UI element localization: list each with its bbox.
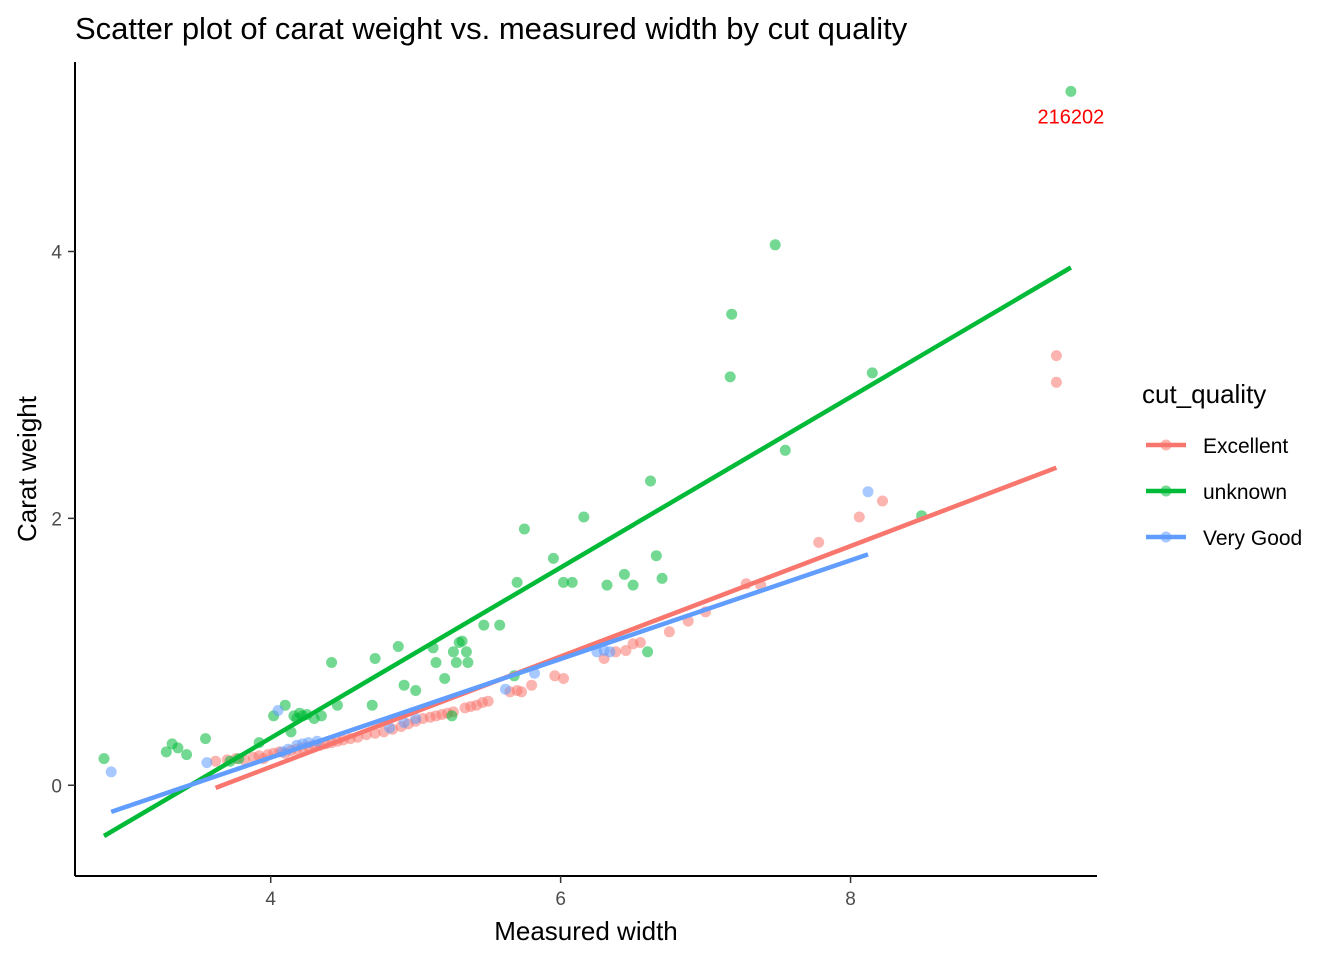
trend-line-unknown — [102, 265, 1073, 838]
data-point — [549, 670, 561, 682]
legend-title: cut_quality — [1142, 379, 1266, 409]
data-point — [1050, 350, 1062, 362]
legend-label: Excellent — [1203, 435, 1288, 458]
data-point — [663, 626, 675, 638]
x-tick-label: 8 — [845, 889, 856, 910]
point-annotation: 216202 — [1038, 107, 1105, 129]
x-axis-ticks: 4 6 8 — [265, 876, 856, 910]
legend-label: Very Good — [1203, 527, 1302, 550]
data-point — [450, 657, 462, 668]
data-point — [779, 444, 791, 456]
data-point — [511, 576, 523, 588]
data-point — [656, 572, 668, 584]
data-point — [601, 579, 613, 591]
data-point — [634, 637, 646, 648]
legend-label: unknown — [1203, 481, 1287, 504]
annotation-layer: 216202 — [1038, 107, 1105, 129]
data-point — [410, 685, 422, 696]
data-point — [813, 536, 825, 548]
data-point — [618, 568, 630, 580]
data-point — [518, 523, 530, 535]
data-point — [398, 679, 410, 691]
data-point — [482, 695, 494, 707]
y-tick-label: 4 — [51, 242, 62, 263]
data-point — [98, 753, 110, 765]
data-point — [369, 653, 381, 664]
trend-line-excellent — [214, 465, 1058, 791]
trend-line-very-good — [110, 552, 869, 815]
x-axis-title: Measured width — [494, 916, 678, 946]
series-very-good — [105, 486, 874, 778]
data-point — [446, 710, 458, 722]
legend-swatch-point — [1160, 439, 1172, 451]
legend-swatch-point — [1160, 485, 1172, 497]
data-point — [500, 683, 511, 695]
data-point — [478, 619, 490, 631]
data-point — [853, 511, 865, 523]
data-point — [547, 552, 559, 564]
y-tick-label: 0 — [51, 776, 62, 797]
data-point — [384, 722, 396, 734]
data-point — [866, 367, 878, 379]
data-point — [410, 713, 422, 724]
data-point — [439, 673, 451, 684]
data-point — [726, 308, 738, 320]
data-point — [392, 641, 404, 652]
data-point — [201, 757, 213, 769]
data-point — [558, 673, 569, 684]
data-point — [105, 766, 117, 778]
data-point — [494, 619, 506, 631]
y-axis-title: Carat weight — [12, 395, 42, 542]
data-point — [516, 686, 527, 698]
data-point — [558, 576, 569, 588]
data-point — [272, 705, 284, 716]
data-point — [650, 550, 662, 562]
data-point — [315, 710, 327, 722]
legend-item: Very Good — [1146, 527, 1302, 550]
data-point — [200, 733, 211, 745]
data-point — [526, 679, 538, 691]
data-point — [566, 576, 578, 588]
data-point — [645, 475, 656, 487]
data-point — [181, 749, 193, 761]
y-tick-label: 2 — [51, 509, 62, 530]
data-point — [210, 755, 222, 767]
data-point — [642, 646, 654, 658]
data-point — [627, 579, 639, 591]
data-point — [460, 646, 472, 658]
data-point — [1050, 376, 1062, 388]
data-point — [724, 371, 736, 383]
data-point — [604, 646, 616, 658]
data-point — [172, 742, 184, 754]
chart-title: Scatter plot of carat weight vs. measure… — [75, 11, 908, 46]
data-point — [456, 635, 468, 647]
x-tick-label: 6 — [555, 889, 566, 910]
data-point — [430, 657, 442, 668]
legend-item: unknown — [1146, 481, 1287, 504]
series-unknown — [98, 85, 1077, 767]
data-point — [398, 717, 410, 728]
data-point — [447, 646, 459, 658]
legend-swatch-point — [1160, 531, 1172, 543]
data-point — [160, 746, 172, 758]
data-point — [578, 511, 590, 523]
data-point — [1065, 85, 1077, 97]
y-axis-ticks: 0 2 4 — [51, 242, 75, 797]
data-point — [462, 657, 474, 668]
legend: cut_quality Excellent unknown Very Good — [1142, 379, 1302, 550]
data-point — [366, 699, 378, 711]
data-point — [769, 239, 781, 251]
x-tick-label: 4 — [265, 889, 276, 910]
data-point — [326, 657, 338, 668]
data-point — [877, 495, 888, 507]
data-point — [620, 645, 632, 656]
plot-area — [98, 85, 1077, 838]
legend-item: Excellent — [1146, 435, 1288, 458]
data-point — [862, 486, 874, 498]
